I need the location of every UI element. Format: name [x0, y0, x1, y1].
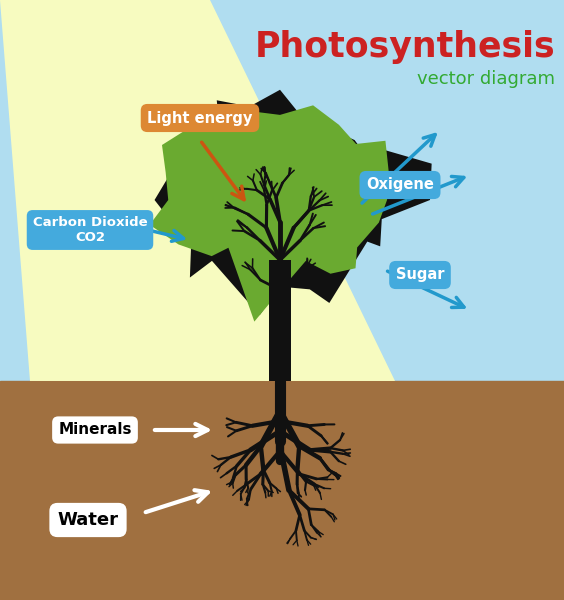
Bar: [0, 381, 564, 600]
Text: Minerals: Minerals: [58, 422, 132, 437]
Polygon shape: [149, 106, 389, 322]
Text: Photosynthesis: Photosynthesis: [254, 30, 555, 64]
Text: Light energy: Light energy: [147, 110, 253, 125]
Text: Sugar: Sugar: [396, 268, 444, 283]
Polygon shape: [155, 90, 431, 315]
Polygon shape: [164, 400, 413, 578]
Text: vector diagram: vector diagram: [417, 70, 555, 88]
Text: Carbon Dioxide
CO2: Carbon Dioxide CO2: [33, 216, 147, 244]
Text: Oxigene: Oxigene: [366, 178, 434, 193]
Bar: [269, 260, 291, 381]
Text: Water: Water: [58, 511, 118, 529]
Bar: [0, 0, 564, 381]
Polygon shape: [0, 0, 395, 381]
